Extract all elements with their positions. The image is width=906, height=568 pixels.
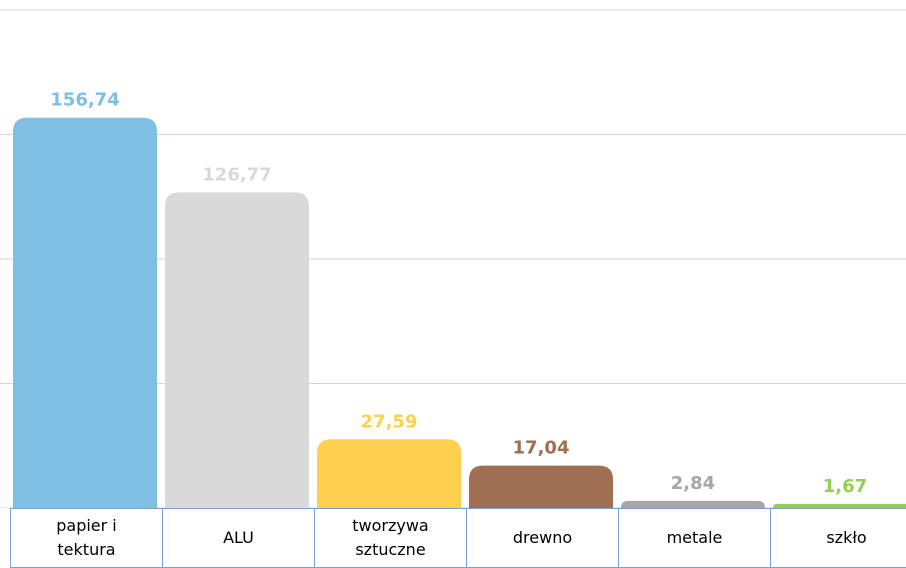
value-label: 17,04	[513, 438, 570, 459]
category-cell: drewno	[466, 508, 618, 568]
value-label: 126,77	[202, 164, 271, 185]
x-tick-label: szkło	[826, 528, 867, 547]
bar	[621, 500, 765, 508]
category-cell: szkło	[770, 508, 906, 568]
value-label: 1,67	[823, 476, 867, 497]
x-tick-label: ALU	[223, 528, 254, 547]
x-tick-label: drewno	[512, 528, 573, 547]
category-cell: ALU	[162, 508, 314, 568]
value-label: 156,74	[50, 90, 119, 111]
bar	[773, 503, 906, 508]
category-cell: papier i tektura	[10, 508, 162, 568]
value-label: 27,59	[361, 411, 418, 432]
chart: 156,74 126,77 27,59 17,04 2,84 1,67	[0, 9, 906, 508]
x-tick-label: papier i tektura	[56, 516, 117, 559]
x-tick-label: tworzywa sztuczne	[352, 516, 429, 559]
category-row: papier i tektura ALU tworzywa sztuczne drew…	[10, 508, 906, 568]
bar	[317, 439, 461, 508]
value-label: 2,84	[671, 473, 715, 494]
category-cell: tworzywa sztuczne	[314, 508, 466, 568]
x-tick-label: metale	[666, 528, 723, 547]
category-cell: metale	[618, 508, 770, 568]
bar	[165, 192, 309, 508]
bar	[469, 465, 613, 508]
bar	[13, 117, 157, 508]
